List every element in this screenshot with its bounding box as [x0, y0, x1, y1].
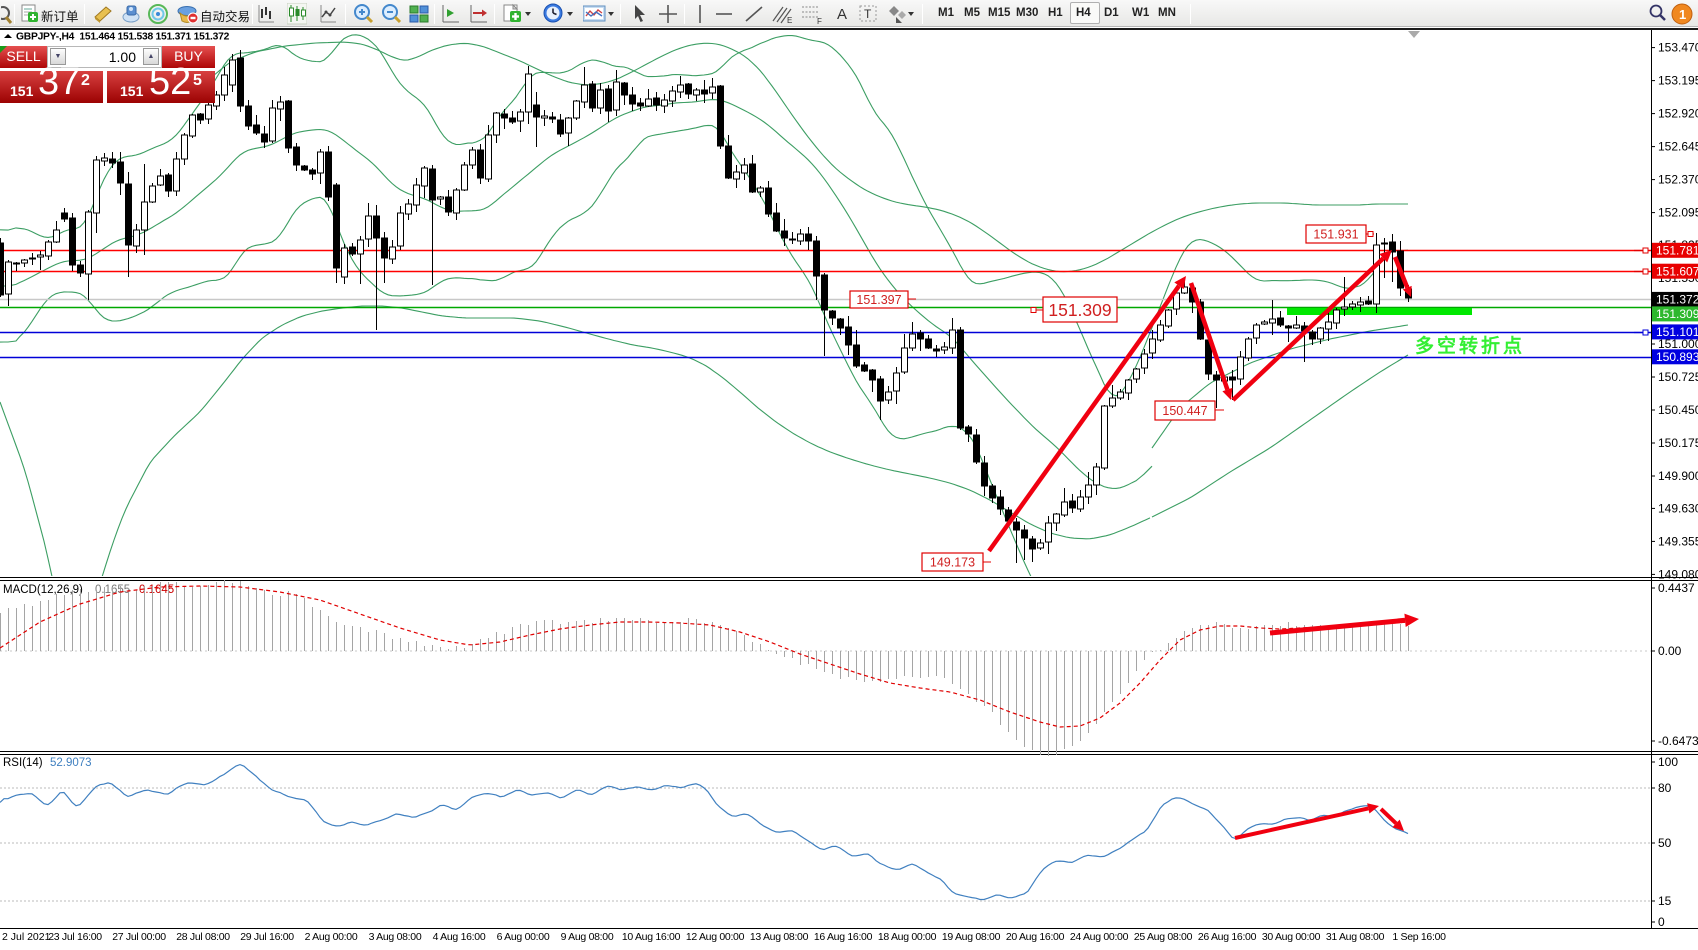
svg-text:151.781: 151.781 [1656, 244, 1698, 258]
svg-text:多空转折点: 多空转折点 [1415, 334, 1525, 357]
svg-text:151.607: 151.607 [1656, 264, 1698, 278]
svg-text:26 Aug 16:00: 26 Aug 16:00 [1198, 931, 1257, 943]
svg-text:151.309: 151.309 [1656, 307, 1698, 321]
svg-text:151.372: 151.372 [1656, 293, 1698, 307]
svg-text:1 Sep 16:00: 1 Sep 16:00 [1392, 931, 1446, 943]
svg-text:30 Aug 00:00: 30 Aug 00:00 [1262, 931, 1321, 943]
svg-text:149.173: 149.173 [930, 556, 975, 570]
svg-text:RSI(14): RSI(14) [3, 757, 43, 769]
svg-text:151.000: 151.000 [1658, 337, 1698, 351]
svg-text:-0.6473: -0.6473 [1658, 734, 1698, 748]
svg-text:149.355: 149.355 [1658, 534, 1698, 548]
svg-text:F: F [817, 17, 822, 25]
svg-text:80: 80 [1658, 781, 1672, 795]
svg-text:152.370: 152.370 [1658, 173, 1698, 187]
svg-text:A: A [837, 6, 847, 23]
svg-text:28 Jul 08:00: 28 Jul 08:00 [176, 931, 230, 943]
svg-text:149.900: 149.900 [1658, 469, 1698, 483]
svg-text:150.725: 150.725 [1658, 370, 1698, 384]
svg-text:18 Aug 00:00: 18 Aug 00:00 [878, 931, 937, 943]
svg-text:151.397: 151.397 [856, 293, 901, 307]
svg-text:3 Aug 08:00: 3 Aug 08:00 [369, 931, 422, 943]
svg-text:MACD(12,26,9): MACD(12,26,9) [3, 584, 83, 596]
svg-text:149.630: 149.630 [1658, 501, 1698, 515]
svg-text:31 Aug 08:00: 31 Aug 08:00 [1326, 931, 1385, 943]
svg-text:19 Aug 08:00: 19 Aug 08:00 [942, 931, 1001, 943]
svg-text:1: 1 [1679, 7, 1686, 22]
svg-text:149.080: 149.080 [1658, 567, 1698, 581]
svg-text:E: E [787, 16, 792, 25]
svg-text:15: 15 [1658, 894, 1672, 908]
svg-text:0: 0 [1658, 915, 1665, 929]
svg-text:52.9073: 52.9073 [50, 757, 92, 769]
svg-text:25 Aug 08:00: 25 Aug 08:00 [1134, 931, 1193, 943]
svg-text:20 Aug 16:00: 20 Aug 16:00 [1006, 931, 1065, 943]
svg-text:152.920: 152.920 [1658, 107, 1698, 121]
svg-text:152.095: 152.095 [1658, 206, 1698, 220]
svg-text:13 Aug 08:00: 13 Aug 08:00 [750, 931, 809, 943]
svg-text:150.450: 150.450 [1658, 403, 1698, 417]
svg-text:153.470: 153.470 [1658, 41, 1698, 55]
svg-text:23 Jul 16:00: 23 Jul 16:00 [48, 931, 102, 943]
svg-text:12 Aug 00:00: 12 Aug 00:00 [686, 931, 745, 943]
svg-text:27 Jul 00:00: 27 Jul 00:00 [112, 931, 166, 943]
svg-text:152.645: 152.645 [1658, 140, 1698, 154]
svg-text:16 Aug 16:00: 16 Aug 16:00 [814, 931, 873, 943]
svg-text:0.1645: 0.1645 [139, 584, 174, 596]
svg-text:151.931: 151.931 [1313, 228, 1358, 242]
svg-text:2 Jul 2021: 2 Jul 2021 [2, 931, 51, 943]
svg-text:0.4437: 0.4437 [1658, 581, 1695, 595]
svg-text:6 Aug 00:00: 6 Aug 00:00 [497, 931, 550, 943]
svg-text:10 Aug 16:00: 10 Aug 16:00 [622, 931, 681, 943]
svg-text:4 Aug 16:00: 4 Aug 16:00 [433, 931, 486, 943]
svg-text:150.175: 150.175 [1658, 436, 1698, 450]
svg-text:GBPJPY-,H4 151.464 151.538 15: GBPJPY-,H4 151.464 151.538 151.371 151.3… [16, 32, 230, 43]
svg-text:100: 100 [1658, 755, 1678, 769]
svg-text:150.893: 150.893 [1656, 350, 1698, 364]
svg-text:9 Aug 08:00: 9 Aug 08:00 [561, 931, 614, 943]
svg-text:T: T [864, 7, 872, 21]
svg-text:2 Aug 00:00: 2 Aug 00:00 [305, 931, 358, 943]
svg-text:153.195: 153.195 [1658, 74, 1698, 88]
svg-text:50: 50 [1658, 836, 1672, 850]
svg-text:151.101: 151.101 [1656, 325, 1698, 339]
svg-text:151.309: 151.309 [1048, 300, 1111, 320]
svg-text:29 Jul 16:00: 29 Jul 16:00 [240, 931, 294, 943]
svg-text:24 Aug 00:00: 24 Aug 00:00 [1070, 931, 1129, 943]
svg-text:150.447: 150.447 [1162, 404, 1207, 418]
svg-text:0.00: 0.00 [1658, 644, 1682, 658]
